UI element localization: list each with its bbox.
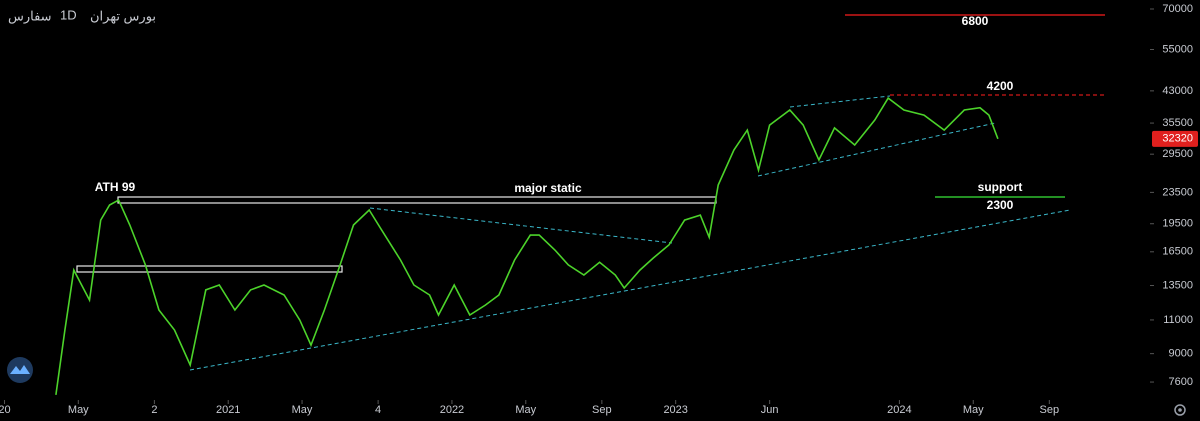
y-tick-label: 13500 (1162, 279, 1193, 291)
interval: 1D (60, 7, 77, 22)
trend-line (189, 209, 1071, 371)
y-tick-label: 29500 (1162, 148, 1193, 160)
y-tick-label: 16500 (1162, 246, 1193, 258)
logo[interactable] (7, 357, 33, 383)
x-tick-label: 4 (375, 404, 381, 416)
trend-line (757, 122, 996, 177)
y-tick-label: 55000 (1162, 43, 1193, 55)
x-tick-label: 2 (151, 404, 157, 416)
y-tick-label: 23500 (1162, 186, 1193, 198)
x-tick-label: May (515, 404, 536, 416)
y-tick-label: 11000 (1163, 314, 1193, 326)
x-tick-label: 2021 (216, 404, 240, 416)
x-tick-label: Sep (592, 404, 612, 416)
y-tick-label: 19500 (1162, 218, 1193, 230)
exchange: بورس تهران (90, 8, 156, 24)
x-tick-label: 2023 (663, 404, 687, 416)
x-tick-label: Sep (1040, 404, 1060, 416)
price-line (55, 96, 999, 396)
y-tick-label: 70000 (1162, 3, 1193, 15)
symbol: سفارس (8, 8, 52, 24)
last-price-box (1152, 130, 1198, 147)
annotation: 4200 (987, 79, 1014, 93)
y-tick-label: 43000 (1162, 85, 1193, 97)
annotation: 6800 (962, 14, 989, 28)
annotation: ATH 99 (95, 180, 136, 194)
annotation: 2300 (987, 198, 1014, 212)
x-tick-label: May (68, 404, 89, 416)
y-tick-label: 7600 (1169, 376, 1193, 388)
trend-line (369, 207, 673, 244)
x-tick-label: 2022 (440, 404, 464, 416)
x-tick-label: 2024 (887, 404, 911, 416)
y-tick-label: 35500 (1162, 117, 1193, 129)
settings-icon[interactable] (1174, 404, 1186, 416)
x-tick-label: 20 (0, 404, 11, 416)
trend-line (789, 95, 891, 108)
x-tick-label: Jun (761, 404, 779, 416)
last-price-label: 32320 (1162, 133, 1193, 145)
annotation: support (978, 180, 1023, 194)
x-tick-label: May (963, 404, 984, 416)
static-zone (76, 265, 343, 273)
x-tick-label: May (292, 404, 313, 416)
annotation: major static (514, 181, 582, 195)
y-tick-label: 9000 (1169, 348, 1193, 360)
